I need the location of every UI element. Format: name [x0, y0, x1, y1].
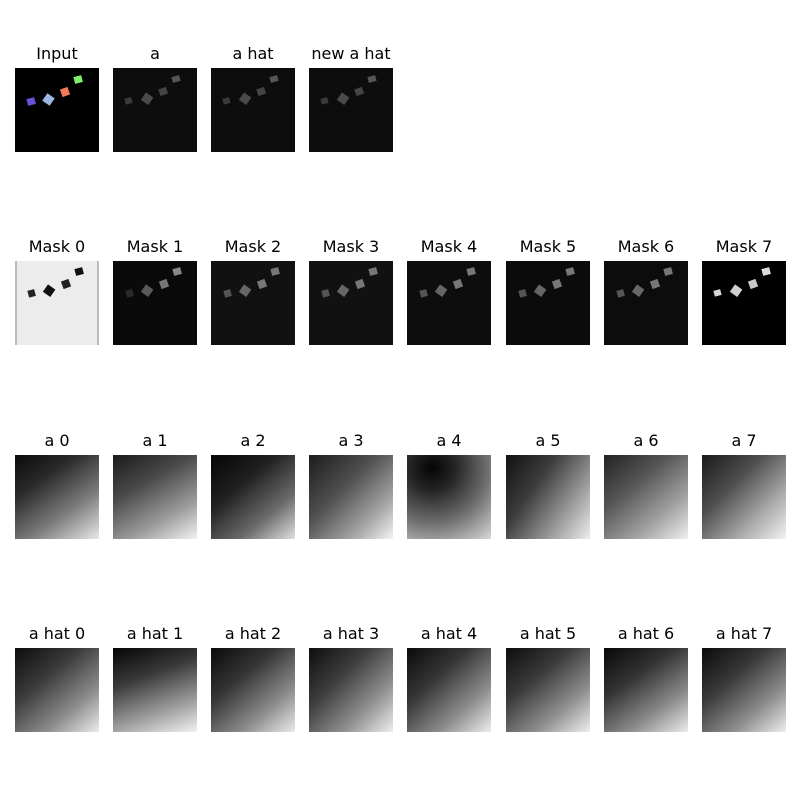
- gradient-map: [309, 455, 393, 539]
- gradient-map: [702, 648, 786, 732]
- panel-title: Mask 6: [617, 237, 675, 256]
- panel-input: Input: [15, 44, 99, 152]
- panel-title: a hat 1: [126, 624, 184, 643]
- gradient-map: [15, 455, 99, 539]
- panel-title: a 7: [731, 431, 757, 450]
- input-image: [15, 68, 99, 152]
- panel-a-4: a 4: [407, 431, 491, 539]
- mask-image: [309, 261, 393, 345]
- mask-image: [407, 261, 491, 345]
- gradient-map: [506, 648, 590, 732]
- gradient-map: [407, 648, 491, 732]
- panel-a-3: a 3: [309, 431, 393, 539]
- gradient-map: [309, 648, 393, 732]
- panel-title: a hat 0: [28, 624, 86, 643]
- panel-title: Mask 2: [224, 237, 282, 256]
- panel-a-6: a 6: [604, 431, 688, 539]
- panel-title: a 3: [338, 431, 364, 450]
- panel-title: a 6: [633, 431, 659, 450]
- panel-title: new a hat: [311, 44, 391, 63]
- gradient-map: [407, 455, 491, 539]
- panel-a-hat-2: a hat 2: [211, 624, 295, 732]
- panel-title: a 0: [44, 431, 70, 450]
- mask-image: [702, 261, 786, 345]
- panel-a-hat: a hat: [211, 44, 295, 152]
- panel-a-7: a 7: [702, 431, 786, 539]
- panel-mask-1: Mask 1: [113, 237, 197, 345]
- gradient-map: [211, 648, 295, 732]
- mask-image: [15, 261, 99, 345]
- reconstruction-image: [309, 68, 393, 152]
- reconstruction-image: [113, 68, 197, 152]
- panel-title: a: [150, 44, 160, 63]
- reconstruction-image: [211, 68, 295, 152]
- panel-title: Mask 1: [126, 237, 184, 256]
- panel-mask-4: Mask 4: [407, 237, 491, 345]
- panel-a-1: a 1: [113, 431, 197, 539]
- mask-image: [506, 261, 590, 345]
- panel-title: Mask 3: [322, 237, 380, 256]
- panel-a: a: [113, 44, 197, 152]
- panel-a-hat-5: a hat 5: [506, 624, 590, 732]
- panel-title: Mask 5: [519, 237, 577, 256]
- panel-title: Mask 7: [715, 237, 773, 256]
- panel-a-hat-0: a hat 0: [15, 624, 99, 732]
- mask-image: [211, 261, 295, 345]
- panel-mask-7: Mask 7: [702, 237, 786, 345]
- panel-title: a hat 5: [519, 624, 577, 643]
- gradient-map: [113, 648, 197, 732]
- panel-title: a 1: [142, 431, 168, 450]
- panel-title: a hat 6: [617, 624, 675, 643]
- panel-title: a hat 2: [224, 624, 282, 643]
- panel-a-hat-3: a hat 3: [309, 624, 393, 732]
- gradient-map: [113, 455, 197, 539]
- panel-title: a 5: [535, 431, 561, 450]
- panel-new-a-hat: new a hat: [309, 44, 393, 152]
- panel-mask-5: Mask 5: [506, 237, 590, 345]
- panel-a-0: a 0: [15, 431, 99, 539]
- gradient-map: [211, 455, 295, 539]
- panel-title: Mask 4: [420, 237, 478, 256]
- panel-title: a hat: [232, 44, 274, 63]
- panel-title: Mask 0: [28, 237, 86, 256]
- panel-mask-2: Mask 2: [211, 237, 295, 345]
- mask-image: [604, 261, 688, 345]
- panel-a-hat-1: a hat 1: [113, 624, 197, 732]
- panel-a-hat-4: a hat 4: [407, 624, 491, 732]
- panel-title: a 2: [240, 431, 266, 450]
- gradient-map: [604, 455, 688, 539]
- gradient-map: [702, 455, 786, 539]
- panel-mask-3: Mask 3: [309, 237, 393, 345]
- panel-mask-6: Mask 6: [604, 237, 688, 345]
- mask-image: [113, 261, 197, 345]
- panel-title: Input: [36, 44, 78, 63]
- panel-a-2: a 2: [211, 431, 295, 539]
- panel-mask-0: Mask 0: [15, 237, 99, 345]
- panel-a-hat-6: a hat 6: [604, 624, 688, 732]
- gradient-map: [604, 648, 688, 732]
- gradient-map: [506, 455, 590, 539]
- panel-title: a 4: [436, 431, 462, 450]
- gradient-map: [15, 648, 99, 732]
- panel-a-5: a 5: [506, 431, 590, 539]
- panel-title: a hat 3: [322, 624, 380, 643]
- panel-title: a hat 7: [715, 624, 773, 643]
- panel-title: a hat 4: [420, 624, 478, 643]
- panel-a-hat-7: a hat 7: [702, 624, 786, 732]
